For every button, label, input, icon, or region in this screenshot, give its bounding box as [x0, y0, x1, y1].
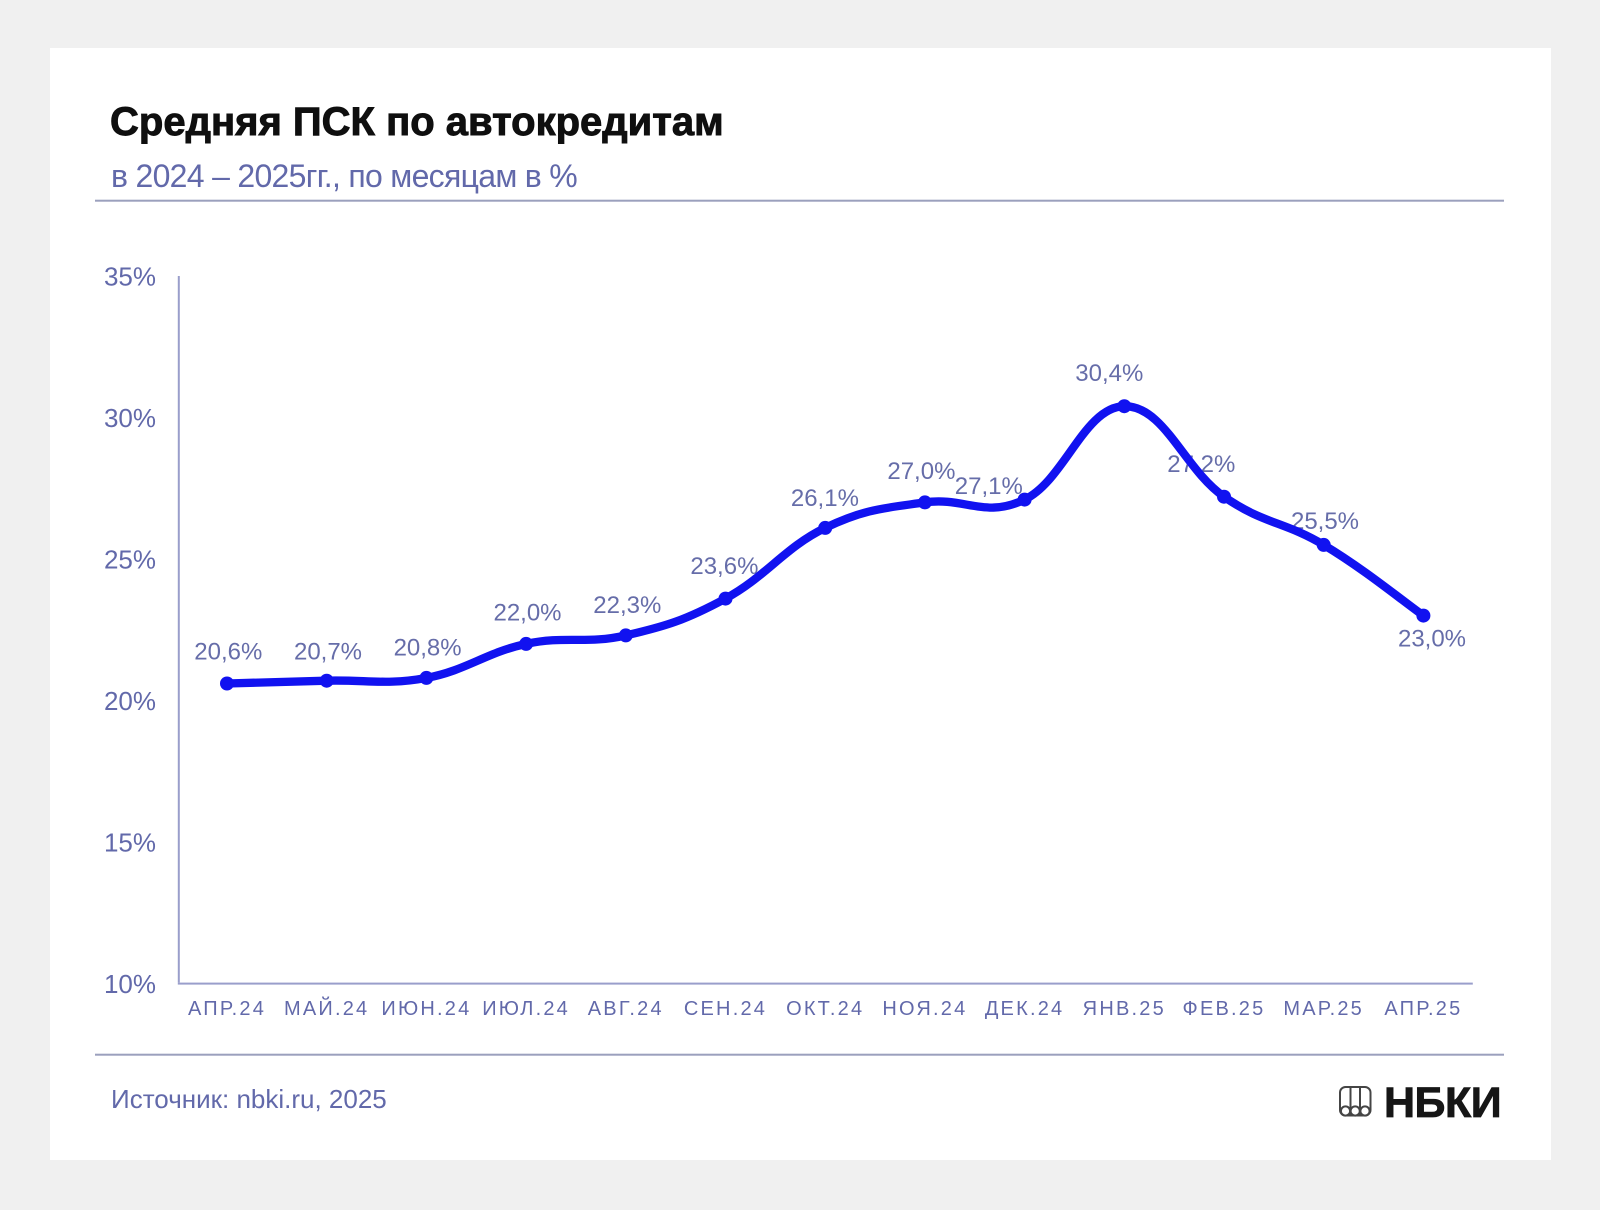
svg-text:20,7%: 20,7% [294, 639, 362, 666]
svg-text:20,6%: 20,6% [194, 638, 262, 665]
svg-text:30%: 30% [104, 403, 156, 433]
svg-text:ФЕВ.25: ФЕВ.25 [1183, 998, 1266, 1020]
svg-text:10%: 10% [104, 969, 156, 999]
svg-text:23,6%: 23,6% [690, 553, 758, 580]
svg-text:НБКИ: НБКИ [1384, 1079, 1501, 1127]
svg-text:ЯНВ.25: ЯНВ.25 [1083, 998, 1166, 1020]
svg-text:Источник: nbki.ru, 2025: Источник: nbki.ru, 2025 [111, 1084, 387, 1114]
svg-text:15%: 15% [104, 828, 156, 858]
svg-text:АПР.24: АПР.24 [188, 998, 266, 1020]
svg-text:22,0%: 22,0% [493, 600, 561, 627]
svg-text:ОКТ.24: ОКТ.24 [786, 998, 864, 1020]
svg-text:МАЙ.24: МАЙ.24 [284, 996, 369, 1020]
svg-text:20%: 20% [104, 686, 156, 716]
svg-text:АВГ.24: АВГ.24 [588, 998, 664, 1020]
svg-text:23,0%: 23,0% [1398, 626, 1466, 653]
svg-text:27,0%: 27,0% [887, 458, 955, 485]
svg-text:ДЕК.24: ДЕК.24 [985, 998, 1065, 1020]
svg-text:МАР.25: МАР.25 [1283, 998, 1364, 1020]
svg-text:30,4%: 30,4% [1075, 360, 1143, 387]
svg-text:22,3%: 22,3% [593, 592, 661, 619]
svg-text:НОЯ.24: НОЯ.24 [882, 998, 967, 1020]
svg-text:Средняя ПСК по автокредитам: Средняя ПСК по автокредитам [110, 100, 724, 144]
svg-text:в 2024 – 2025гг., по месяцам в: в 2024 – 2025гг., по месяцам в % [111, 158, 577, 194]
svg-text:ИЮН.24: ИЮН.24 [381, 998, 471, 1020]
svg-text:АПР.25: АПР.25 [1384, 998, 1462, 1020]
svg-text:26,1%: 26,1% [791, 485, 859, 512]
svg-text:25%: 25% [104, 545, 156, 575]
svg-text:СЕН.24: СЕН.24 [684, 998, 767, 1020]
svg-text:27,1%: 27,1% [955, 473, 1023, 500]
svg-text:ИЮЛ.24: ИЮЛ.24 [482, 998, 570, 1020]
svg-text:20,8%: 20,8% [394, 635, 462, 662]
svg-text:35%: 35% [104, 262, 156, 292]
